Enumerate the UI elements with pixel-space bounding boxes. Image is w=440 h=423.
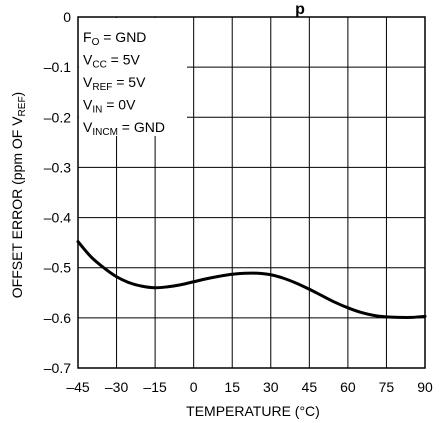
y-axis-title-sub: REF [17,96,28,116]
x-tick-label: 30 [263,379,279,395]
condition-value: = GND [118,119,165,135]
condition-value: = GND [99,29,146,45]
conditions-background [79,18,187,136]
x-tick-label: –15 [143,379,167,395]
condition-symbol: V [83,97,93,113]
condition-symbol: V [83,52,93,68]
y-axis-title-main: OFFSET ERROR (ppm OF V [9,116,25,298]
x-tick-label: 90 [417,379,433,395]
condition-symbol: V [83,119,93,135]
x-tick-label: 45 [302,379,318,395]
y-tick-labels: 0 –0.1 –0.2 –0.3 –0.4 –0.5 –0.6 –0.7 [44,9,71,376]
y-tick-label: –0.2 [44,109,71,125]
x-axis-title: TEMPERATURE (°C) [186,403,320,419]
y-tick-label: 0 [63,9,71,25]
condition-subscript: REF [92,82,112,93]
condition-line: FO = GND [83,29,146,48]
condition-subscript: INCM [92,127,118,138]
x-tick-label: 60 [340,379,356,395]
plot-frame [77,16,426,369]
condition-line: VINCM = GND [83,119,165,138]
y-tick-label: –0.3 [44,159,71,175]
condition-line: VREF = 5V [83,74,146,93]
x-tick-label: –45 [66,379,90,395]
condition-symbol: V [83,74,93,90]
condition-symbol: F [83,29,92,45]
x-tick-labels: –45 –30 –15 0 15 30 45 60 75 90 [66,379,433,395]
y-tick-label: –0.1 [44,59,71,75]
y-tick-label: –0.7 [44,360,71,376]
y-axis-title: OFFSET ERROR (ppm OF VREF) [9,92,28,298]
condition-line: VIN = 0V [83,97,136,116]
y-tick-label: –0.6 [44,310,71,326]
condition-subscript: O [92,37,100,48]
condition-subscript: IN [92,105,102,116]
y-tick-label: –0.4 [44,210,71,226]
y-tick-label: –0.5 [44,260,71,276]
x-tick-label: 0 [190,379,198,395]
title-fragment: p [295,1,305,18]
y-axis-title-end: ) [9,92,25,97]
condition-value: = 5V [112,74,146,90]
x-tick-label: 75 [379,379,395,395]
condition-value: = 5V [107,52,141,68]
condition-subscript: CC [92,60,106,71]
offset-error-curve [76,240,427,319]
x-tick-label: 15 [224,379,240,395]
condition-line: VCC = 5V [83,52,141,71]
x-tick-label: –30 [105,379,129,395]
condition-value: = 0V [102,97,136,113]
